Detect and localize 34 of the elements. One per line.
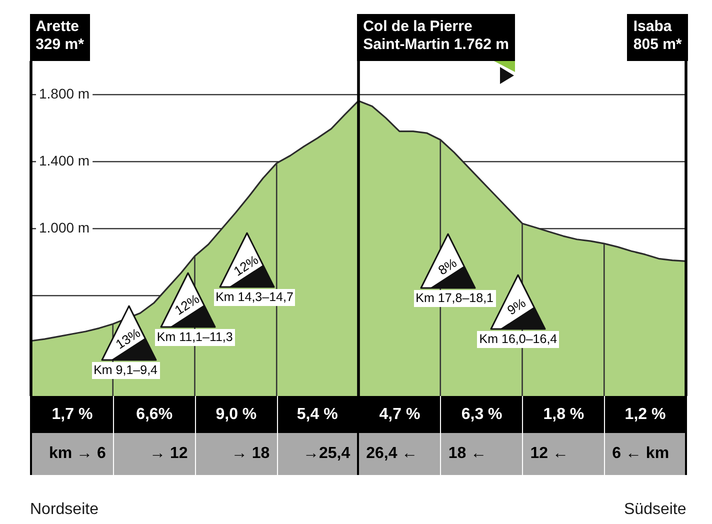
table-cell: 6,3 % xyxy=(440,396,522,433)
y-tick-label: 1.000 m xyxy=(39,219,90,236)
annotation: 13% xyxy=(112,324,143,352)
annotation: Km 11,1–11,3 xyxy=(154,328,235,346)
table-cell: km → 6 xyxy=(30,433,113,475)
annotation: 8% xyxy=(435,254,460,278)
annotation: 9% xyxy=(504,295,528,318)
table-cell: 6 ← km xyxy=(604,433,688,475)
table-cell: → 12 xyxy=(112,433,195,475)
table-cell: 5,4 % xyxy=(276,396,358,433)
annotation: Km 9,1–9,4 xyxy=(92,362,160,380)
annotation: Km 17,8–18,1 xyxy=(414,290,496,308)
table-cell: 6,6% xyxy=(112,396,195,433)
table-cell: 4,7 % xyxy=(357,396,440,433)
annotation: 12% xyxy=(172,291,202,318)
table-cell: 1,2 % xyxy=(604,396,688,433)
table-cell: 26,4 ← xyxy=(357,433,440,475)
annotation: 12% xyxy=(230,252,261,278)
table-cell: 18 ← xyxy=(440,433,522,475)
text: Nordseite xyxy=(30,500,98,520)
table-cell: 1,8 % xyxy=(522,396,604,433)
table-cell: → 18 xyxy=(194,433,277,475)
label-box: Arette 329 m* xyxy=(30,14,90,61)
text: Südseite xyxy=(624,500,686,520)
label-box: Isaba 805 m* xyxy=(627,14,688,61)
annotation: Km 16,0–16,4 xyxy=(477,330,560,348)
table-cell: 12 ← xyxy=(522,433,604,475)
y-tick-label: 1.400 m xyxy=(39,152,90,168)
annotation: Km 14,3–14,7 xyxy=(214,289,296,306)
table-cell: →25,4 xyxy=(276,433,358,475)
table-cell: 1,7 % xyxy=(30,396,113,433)
label-box: Col de la Pierre Saint-Martin 1.762 m xyxy=(357,14,515,61)
table-cell: 9,0 % xyxy=(194,396,277,433)
y-tick-label: 1.800 m xyxy=(39,85,90,102)
